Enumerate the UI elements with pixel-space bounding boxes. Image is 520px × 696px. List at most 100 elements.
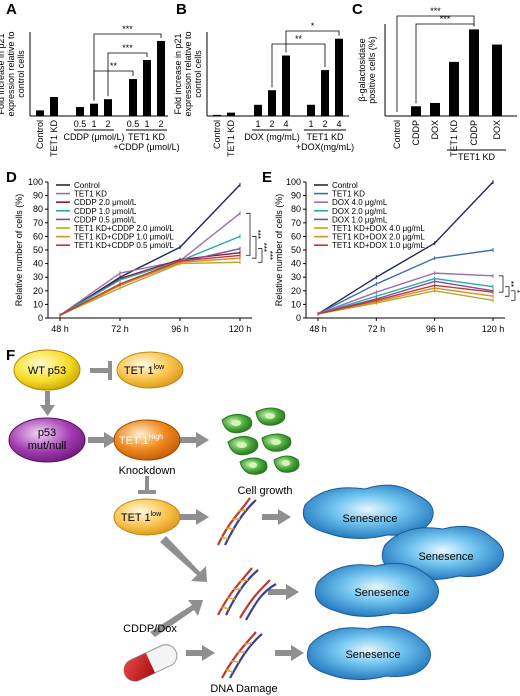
y-axis-label: Fold increase in p21expression relative … bbox=[173, 31, 203, 116]
significance-bracket-0 bbox=[93, 70, 134, 101]
x-tick-label-1: 72 h bbox=[111, 324, 129, 334]
senescence-label-2: Senesence bbox=[418, 551, 473, 563]
significance-mark-0: ** bbox=[295, 34, 303, 44]
y-tick-label-9: 90 bbox=[291, 191, 301, 201]
panel-label-c: C bbox=[352, 1, 363, 18]
bar-0 bbox=[36, 110, 44, 116]
tick-label-6: 1 bbox=[144, 119, 149, 129]
wt-p53-node bbox=[13, 349, 81, 391]
y-tick-label-10: 100 bbox=[286, 177, 301, 187]
right-arrow-head-4 bbox=[278, 509, 291, 525]
y-tick-label-1: 10 bbox=[33, 299, 43, 309]
panel-label-b: B bbox=[176, 1, 187, 18]
significance-mark-1: * bbox=[512, 290, 520, 293]
significance-mark-0: ** bbox=[110, 61, 118, 71]
bar-3 bbox=[90, 103, 98, 116]
y-tick-label-4: 40 bbox=[33, 259, 43, 269]
bar-2 bbox=[254, 104, 262, 116]
p53-mut-node bbox=[8, 417, 86, 463]
right-arrow-head-5 bbox=[286, 584, 299, 600]
series-line-0 bbox=[317, 181, 494, 315]
y-tick-label-4: 40 bbox=[291, 259, 301, 269]
panel-label-d: D bbox=[6, 169, 17, 186]
y-axis-label: Relative number of cells (%) bbox=[274, 194, 284, 307]
y-tick-label-10: 100 bbox=[28, 177, 43, 187]
dna-helix-bottom bbox=[221, 631, 263, 679]
right-arrow-shaft-5 bbox=[268, 589, 288, 595]
p53-mut-label-1: p53 bbox=[38, 427, 56, 439]
legend-label-4: CDDP 0.5 μmol/L bbox=[74, 215, 137, 224]
group-label-1-0: TET1 KD bbox=[306, 132, 344, 142]
knockdown-label: Knockdown bbox=[119, 465, 176, 477]
tick-label-2: DOX bbox=[430, 120, 440, 140]
bar-3 bbox=[449, 61, 459, 116]
senescence-label-4: Senesence bbox=[345, 649, 400, 661]
knockdown-bar bbox=[138, 490, 156, 494]
down-arrow-head bbox=[40, 405, 55, 416]
significance-bracket-0 bbox=[246, 212, 251, 256]
significance-bracket-1 bbox=[285, 30, 340, 53]
chart-a-p21-cddp: Fold increase in p21expression relative … bbox=[0, 24, 180, 157]
significance-mark-1: *** bbox=[430, 6, 441, 16]
group-label-0-0: TET1 KD bbox=[458, 152, 496, 162]
significance-mark-2: *** bbox=[265, 251, 274, 260]
y-tick-label-5: 50 bbox=[291, 245, 301, 255]
significance-bracket-2 bbox=[93, 33, 162, 101]
tet1-high-node bbox=[113, 419, 181, 461]
y-tick-label-6: 60 bbox=[291, 231, 301, 241]
right-arrow-head-7 bbox=[291, 645, 304, 661]
senescence-cell-1 bbox=[302, 484, 434, 539]
bar-1 bbox=[227, 112, 235, 116]
legend-label-3: CDDP 1.0 μmol/L bbox=[74, 207, 137, 216]
dna-helix-top bbox=[217, 497, 257, 546]
group-label-0-0: CDDP (μmol/L) bbox=[63, 132, 124, 142]
series-line-4 bbox=[59, 247, 241, 316]
significance-bracket-1 bbox=[396, 15, 475, 112]
tet1-high-label: TET 1High bbox=[119, 434, 163, 447]
tick-label-7: 2 bbox=[158, 119, 163, 129]
legend-label-7: TET1 KD+CDDP 0.5 μmol/L bbox=[74, 241, 174, 250]
tick-label-4: CDDP bbox=[469, 120, 479, 146]
significance-bracket-2 bbox=[258, 248, 263, 263]
panel-label-a: A bbox=[6, 1, 17, 18]
inhibit-arrow-bar bbox=[108, 361, 112, 380]
bar-6 bbox=[143, 60, 151, 116]
y-tick-label-9: 90 bbox=[33, 191, 43, 201]
bar-1 bbox=[411, 106, 421, 116]
y-tick-label-2: 20 bbox=[291, 286, 301, 296]
legend-label-2: CDDP 2.0 μmol/L bbox=[74, 198, 137, 207]
series-line-3 bbox=[59, 235, 241, 316]
tet1-low-label-mid: TET 1low bbox=[121, 511, 162, 524]
tick-label-2: 1 bbox=[255, 119, 260, 129]
series-line-2 bbox=[317, 272, 494, 315]
y-axis-label: β-galactosidasepositive cells (%) bbox=[357, 36, 377, 104]
y-tick-label-7: 70 bbox=[33, 218, 43, 228]
legend-label-0: Control bbox=[332, 181, 358, 190]
bar-4 bbox=[282, 55, 290, 116]
dna-damage-label: DNA Damage bbox=[210, 683, 277, 695]
tick-label-3: 1 bbox=[91, 119, 96, 129]
significance-bracket-1 bbox=[252, 236, 257, 259]
tick-label-5: 1 bbox=[308, 119, 313, 129]
significance-mark-2: * bbox=[518, 294, 520, 297]
dna-helix-mid bbox=[217, 567, 277, 621]
group-label-1-1: +DOX(mg/mL) bbox=[296, 142, 354, 152]
legend-label-5: TET1 KD+CDDP 2.0 μmol/L bbox=[74, 224, 174, 233]
right-arrow-shaft-2 bbox=[180, 437, 198, 443]
significance-mark-1: *** bbox=[122, 43, 133, 53]
series-line-7 bbox=[59, 254, 241, 316]
legend-label-1: TET1 KD bbox=[74, 190, 107, 199]
pathway-arrows bbox=[40, 361, 304, 661]
significance-bracket-1 bbox=[505, 286, 510, 297]
significance-bracket-0 bbox=[415, 23, 475, 104]
bar-4 bbox=[469, 29, 479, 116]
y-tick-label-3: 30 bbox=[291, 272, 301, 282]
legend-label-1: TET1 KD bbox=[332, 190, 365, 199]
right-arrow-head-3 bbox=[196, 509, 209, 525]
y-tick-label-0: 0 bbox=[38, 313, 43, 323]
y-tick-label-8: 80 bbox=[291, 204, 301, 214]
y-tick-label-7: 70 bbox=[291, 218, 301, 228]
series-line-1 bbox=[59, 212, 241, 316]
chart-d-growth-cddp: 0 10 20 30 40 50 60 70 80 90 100 48 h 72 h 96 h 120 h R… bbox=[14, 177, 274, 334]
tick-label-3: 2 bbox=[269, 119, 274, 129]
